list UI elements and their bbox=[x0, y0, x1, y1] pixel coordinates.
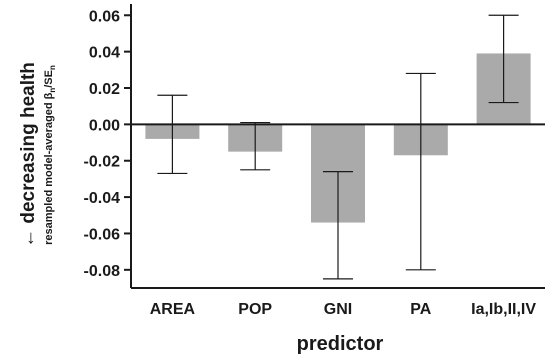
x-tick-label: POP bbox=[238, 301, 272, 318]
x-tick-label: Ia,Ib,II,IV bbox=[471, 301, 536, 318]
y-tick-label: -0.04 bbox=[84, 190, 121, 207]
x-tick-label: GNI bbox=[324, 301, 352, 318]
y-subtitle-part1: resampled model-averaged β bbox=[43, 92, 55, 245]
y-tick-label: 0.00 bbox=[89, 117, 120, 134]
x-tick-label: PA bbox=[410, 301, 431, 318]
y-subtitle-part2: /SE bbox=[43, 70, 55, 88]
y-subtitle-sub2: n bbox=[48, 65, 57, 70]
y-axis-title: ← decreasing health bbox=[18, 62, 39, 248]
y-axis-title-main: ← decreasing health bbox=[18, 62, 39, 248]
y-tick-label: 0.02 bbox=[89, 81, 120, 98]
y-axis-subtitle: resampled model-averaged βn/SEn bbox=[43, 65, 57, 245]
x-tick-label: AREA bbox=[150, 301, 196, 318]
y-tick-label: 0.06 bbox=[89, 8, 120, 25]
y-subtitle-sub1: n bbox=[48, 88, 57, 93]
y-tick-label: 0.04 bbox=[89, 45, 120, 62]
y-axis-subtitle-text: resampled model-averaged βn/SEn bbox=[43, 65, 57, 245]
error-bars bbox=[157, 14, 519, 280]
y-tick-label: -0.02 bbox=[84, 154, 121, 171]
y-axis-ticks: 0.06 0.04 0.02 0.00 -0.02 -0.04 -0.06 -0.08 bbox=[84, 8, 131, 280]
y-tick-label: -0.06 bbox=[84, 226, 121, 243]
x-axis-labels: AREA POP GNI PA Ia,Ib,II,IV bbox=[150, 301, 537, 318]
y-tick-label: -0.08 bbox=[84, 263, 121, 280]
x-axis-title: predictor bbox=[297, 333, 384, 355]
